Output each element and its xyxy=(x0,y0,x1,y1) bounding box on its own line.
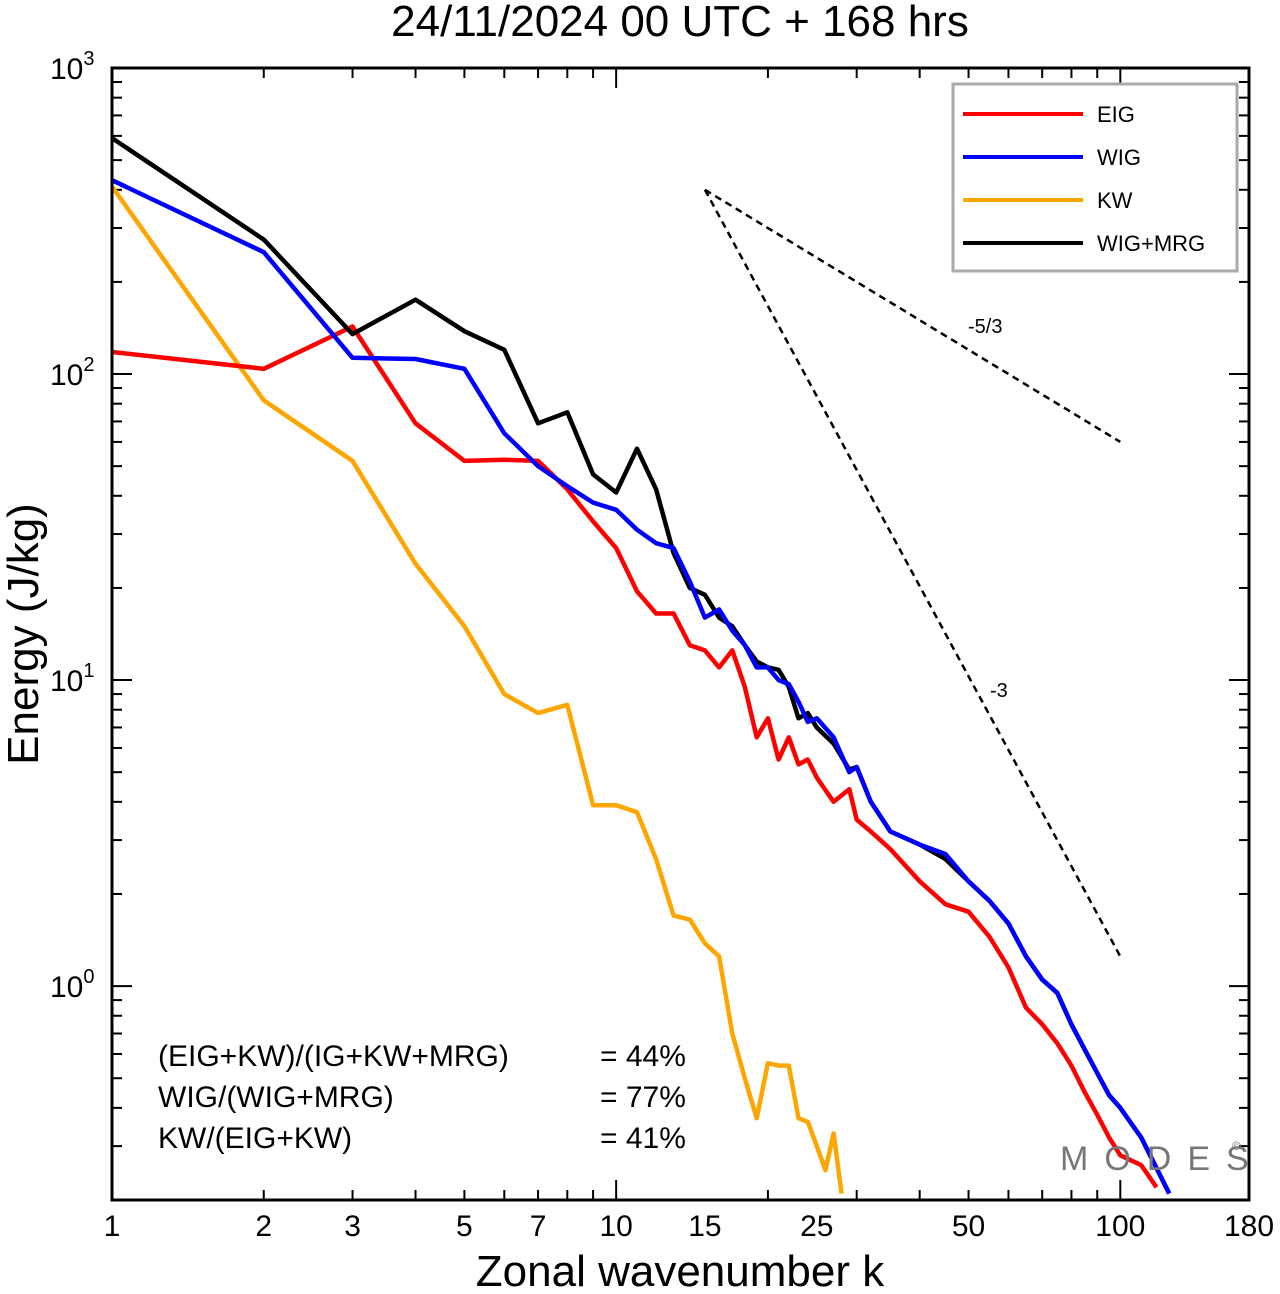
y-tick-label: 101 xyxy=(50,660,95,698)
x-tick-label: 5 xyxy=(456,1210,473,1243)
x-tick-label: 50 xyxy=(952,1210,985,1243)
x-tick-label: 7 xyxy=(530,1210,547,1243)
x-tick-label: 25 xyxy=(800,1210,833,1243)
legend: EIG WIG KW WIG+MRG xyxy=(951,82,1239,273)
x-tick-label: 10 xyxy=(599,1210,632,1243)
legend-label: WIG+MRG xyxy=(1097,231,1205,256)
x-tick-labels: 1 2 3 5 7 10 15 25 50 100 180 xyxy=(104,1210,1274,1243)
ratio-label: WIG/(WIG+MRG) xyxy=(158,1081,394,1114)
series-line-eig xyxy=(112,324,1159,1189)
legend-label: KW xyxy=(1097,188,1133,213)
watermark-copyright-icon: © xyxy=(1232,1139,1241,1153)
series-lines xyxy=(112,136,1172,1195)
slope-label: -5/3 xyxy=(968,316,1002,338)
axis-ticks xyxy=(111,67,1249,1201)
ratio-label: KW/(EIG+KW) xyxy=(158,1122,352,1155)
x-tick-label: 15 xyxy=(688,1210,721,1243)
plot-frame xyxy=(110,66,1251,1202)
y-tick-labels: 100 101 102 103 xyxy=(50,48,95,1004)
y-tick-label: 100 xyxy=(50,966,95,1004)
slope-line xyxy=(703,189,1122,958)
x-tick-label: 1 xyxy=(104,1210,121,1243)
legend-label: WIG xyxy=(1097,145,1141,170)
y-tick-label: 102 xyxy=(50,354,95,392)
slope-label: -3 xyxy=(990,680,1008,702)
ratio-value: = 44% xyxy=(600,1040,686,1073)
slope-line xyxy=(704,188,1121,443)
x-tick-label: 100 xyxy=(1095,1210,1145,1243)
x-tick-label: 2 xyxy=(255,1210,272,1243)
ratio-value: = 41% xyxy=(600,1122,686,1155)
ratio-label: (EIG+KW)/(IG+KW+MRG) xyxy=(158,1040,509,1073)
x-tick-label: 180 xyxy=(1224,1210,1274,1243)
reference-slope-lines: -5/3 -3 xyxy=(703,188,1122,958)
legend-label: EIG xyxy=(1097,102,1135,127)
series-line-kw xyxy=(112,185,844,1194)
series-line-wig xyxy=(112,178,1172,1195)
chart-title: 24/11/2024 00 UTC + 168 hrs xyxy=(391,0,969,46)
y-axis-label: Energy (J/kg) xyxy=(0,503,48,765)
watermark-text: MODES xyxy=(1060,1140,1265,1178)
ratio-value: = 77% xyxy=(600,1081,686,1114)
ratio-annotations: (EIG+KW)/(IG+KW+MRG) = 44% WIG/(WIG+MRG) = … xyxy=(158,1040,686,1155)
x-axis-label: Zonal wavenumber k xyxy=(476,1247,885,1294)
modes-watermark: MODES © xyxy=(1060,1139,1265,1178)
x-tick-label: 3 xyxy=(344,1210,361,1243)
y-tick-label: 103 xyxy=(50,48,95,86)
